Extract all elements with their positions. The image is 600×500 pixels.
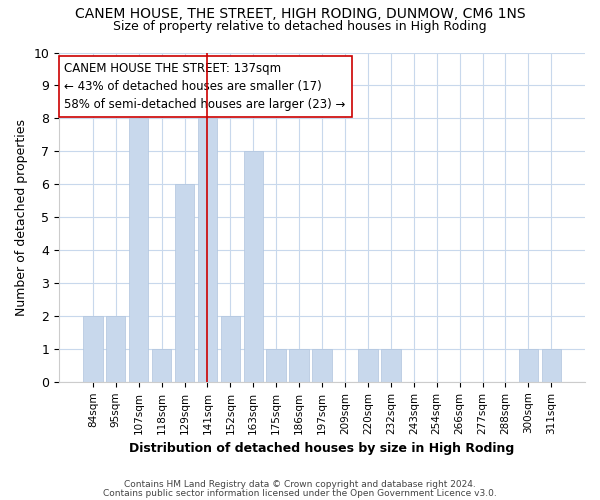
Bar <box>358 349 377 382</box>
Text: CANEM HOUSE THE STREET: 137sqm
← 43% of detached houses are smaller (17)
58% of : CANEM HOUSE THE STREET: 137sqm ← 43% of … <box>64 62 346 112</box>
Bar <box>542 349 561 382</box>
Bar <box>266 349 286 382</box>
Text: Contains public sector information licensed under the Open Government Licence v3: Contains public sector information licen… <box>103 489 497 498</box>
Bar <box>175 184 194 382</box>
Bar <box>313 349 332 382</box>
Text: Size of property relative to detached houses in High Roding: Size of property relative to detached ho… <box>113 20 487 33</box>
Bar <box>221 316 240 382</box>
Bar <box>83 316 103 382</box>
Bar <box>244 152 263 382</box>
Bar <box>289 349 309 382</box>
X-axis label: Distribution of detached houses by size in High Roding: Distribution of detached houses by size … <box>130 442 515 455</box>
Text: Contains HM Land Registry data © Crown copyright and database right 2024.: Contains HM Land Registry data © Crown c… <box>124 480 476 489</box>
Y-axis label: Number of detached properties: Number of detached properties <box>15 118 28 316</box>
Bar <box>129 118 148 382</box>
Bar <box>152 349 172 382</box>
Bar <box>518 349 538 382</box>
Text: CANEM HOUSE, THE STREET, HIGH RODING, DUNMOW, CM6 1NS: CANEM HOUSE, THE STREET, HIGH RODING, DU… <box>74 8 526 22</box>
Bar <box>381 349 401 382</box>
Bar <box>197 118 217 382</box>
Bar <box>106 316 125 382</box>
